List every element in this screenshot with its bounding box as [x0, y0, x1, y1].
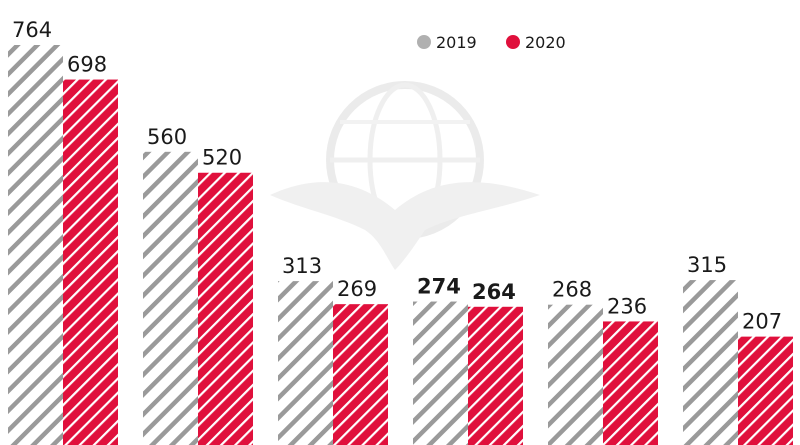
data-label-2019-5: 268: [552, 278, 592, 302]
bar-2019-5: [548, 304, 603, 445]
bar-2019-6: [683, 280, 738, 445]
data-label-2019-4: 274: [417, 275, 461, 299]
bar-2019-4: [413, 301, 468, 445]
legend: 2019 2020: [417, 33, 566, 52]
bar-2020-3: [333, 304, 388, 445]
bar-2020-2: [198, 172, 253, 445]
data-label-2019-3: 313: [282, 254, 322, 278]
bar-2020-4: [468, 306, 523, 445]
data-label-2020-4: 264: [472, 280, 516, 304]
legend-label-2019: 2019: [436, 33, 477, 52]
legend-swatch-2020: [506, 35, 520, 49]
bar-2019-3: [278, 281, 333, 445]
data-label-2020-5: 236: [607, 294, 647, 318]
data-label-2020-2: 520: [202, 146, 242, 170]
data-labels-group: 764 698 560 520 313 269 274 264 268 236 315 207: [12, 18, 782, 334]
bar-2019-1: [8, 45, 63, 445]
legend-label-2020: 2020: [525, 33, 566, 52]
data-label-2019-2: 560: [147, 125, 187, 149]
data-label-2019-6: 315: [687, 253, 727, 277]
eagle-globe-logo-icon: [270, 81, 540, 270]
bar-2020-6: [738, 336, 793, 445]
data-label-2020-3: 269: [337, 277, 377, 301]
bar-2020-1: [63, 79, 118, 445]
legend-swatch-2019: [417, 35, 431, 49]
bar-2020-5: [603, 321, 658, 445]
data-label-2020-1: 698: [67, 53, 107, 77]
bar-2019-2: [143, 151, 198, 445]
bars-group: [8, 45, 793, 445]
data-label-2020-6: 207: [742, 310, 782, 334]
data-label-2019-1: 764: [12, 18, 52, 42]
